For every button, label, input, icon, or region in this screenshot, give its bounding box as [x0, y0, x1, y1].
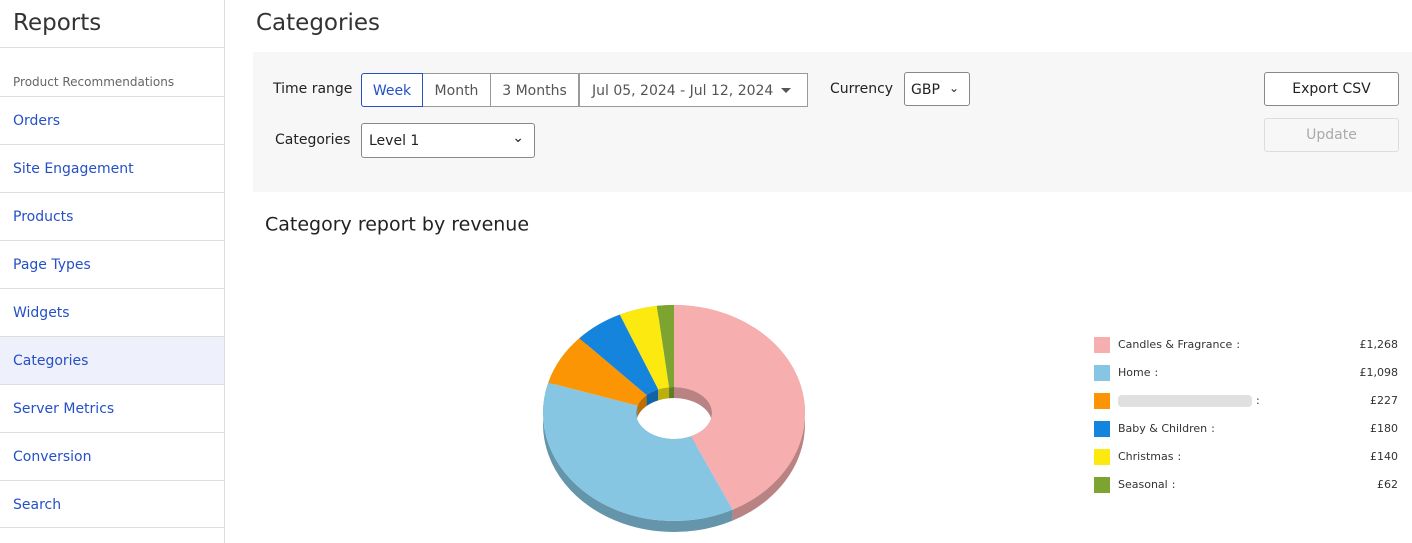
legend-separator: :: [1172, 478, 1176, 491]
chevron: ⌄: [512, 130, 524, 146]
sidebar-link[interactable]: Orders: [0, 96, 224, 144]
sidebar: Reports Product Recommendations Orders Si…: [0, 0, 225, 543]
date-range-text: Jul 05, 2024 - Jul 12, 2024: [592, 83, 774, 99]
slice-inner-side: [646, 389, 659, 407]
slice-inner-side: [674, 387, 713, 448]
categories-value: Level 1: [369, 133, 420, 149]
slice-inner-side: [669, 387, 674, 399]
legend-label: Candles & Fragrance: [1118, 338, 1233, 351]
legend-separator: :: [1177, 450, 1181, 463]
slice: [619, 305, 670, 390]
slice: [674, 305, 805, 510]
legend-value: £140: [1370, 450, 1398, 463]
slice-side: [619, 305, 657, 326]
redacted-label: [1118, 395, 1252, 407]
legend-label: Seasonal: [1118, 478, 1168, 491]
time-range-option[interactable]: Month: [422, 73, 491, 107]
slice-inner-side: [635, 405, 691, 451]
slice: [656, 305, 674, 388]
legend-label: Christmas: [1118, 450, 1174, 463]
legend-swatch: [1094, 421, 1110, 437]
sidebar-link[interactable]: Search: [0, 480, 224, 528]
legend-value: £227: [1370, 394, 1398, 407]
legend-swatch: [1094, 393, 1110, 409]
currency-label: Currency: [830, 81, 894, 97]
slice-side: [579, 314, 620, 350]
chevron: ⌄: [948, 81, 959, 95]
sidebar-link[interactable]: Categories: [0, 336, 224, 384]
slice-side: [674, 305, 805, 521]
legend-separator: :: [1256, 394, 1260, 407]
legend-separator: :: [1236, 338, 1240, 351]
time-range-label: Time range: [273, 81, 353, 97]
time-range-option[interactable]: Week: [361, 73, 423, 107]
update-button: Update: [1264, 118, 1399, 152]
chart-title: Category report by revenue: [265, 214, 529, 236]
sidebar-link[interactable]: Widgets: [0, 288, 224, 336]
sidebar-link[interactable]: Conversion: [0, 432, 224, 480]
time-range-option[interactable]: 3 Months: [490, 73, 579, 107]
categories-label: Categories: [275, 132, 351, 148]
legend-separator: :: [1211, 422, 1215, 435]
slice: [579, 314, 659, 396]
legend-label: Baby & Children: [1118, 422, 1207, 435]
sidebar-link[interactable]: Site Engagement: [0, 144, 224, 192]
slice-side: [656, 305, 674, 317]
legend-value: £62: [1377, 478, 1398, 491]
sidebar-section: Product Recommendations: [0, 47, 224, 96]
categories-select[interactable]: Level 1 ⌄: [361, 123, 535, 158]
legend-value: £1,268: [1360, 338, 1399, 351]
slice-inner-side: [637, 395, 647, 417]
legend-swatch: [1094, 449, 1110, 465]
sidebar-link[interactable]: Products: [0, 192, 224, 240]
legend-swatch: [1094, 337, 1110, 353]
export-button[interactable]: Export CSV: [1264, 72, 1399, 106]
legend-separator: :: [1154, 366, 1158, 379]
legend-label: Home: [1118, 366, 1151, 379]
slice-inner-side: [658, 387, 670, 401]
currency-select[interactable]: GBP ⌄: [904, 72, 970, 106]
legend-value: £180: [1370, 422, 1398, 435]
slice-side: [543, 382, 733, 532]
slice: [548, 338, 647, 406]
currency-value: GBP: [911, 82, 940, 98]
page-title: Categories: [256, 10, 380, 36]
slice: [543, 382, 733, 521]
legend-swatch: [1094, 365, 1110, 381]
date-range[interactable]: Jul 05, 2024 - Jul 12, 2024: [579, 73, 808, 107]
sidebar-link[interactable]: Page Types: [0, 240, 224, 288]
caret: [781, 88, 791, 98]
legend-swatch: [1094, 477, 1110, 493]
slice-side: [548, 338, 580, 394]
legend-value: £1,098: [1360, 366, 1399, 379]
sidebar-title: Reports: [13, 10, 102, 36]
sidebar-link[interactable]: Server Metrics: [0, 384, 224, 432]
